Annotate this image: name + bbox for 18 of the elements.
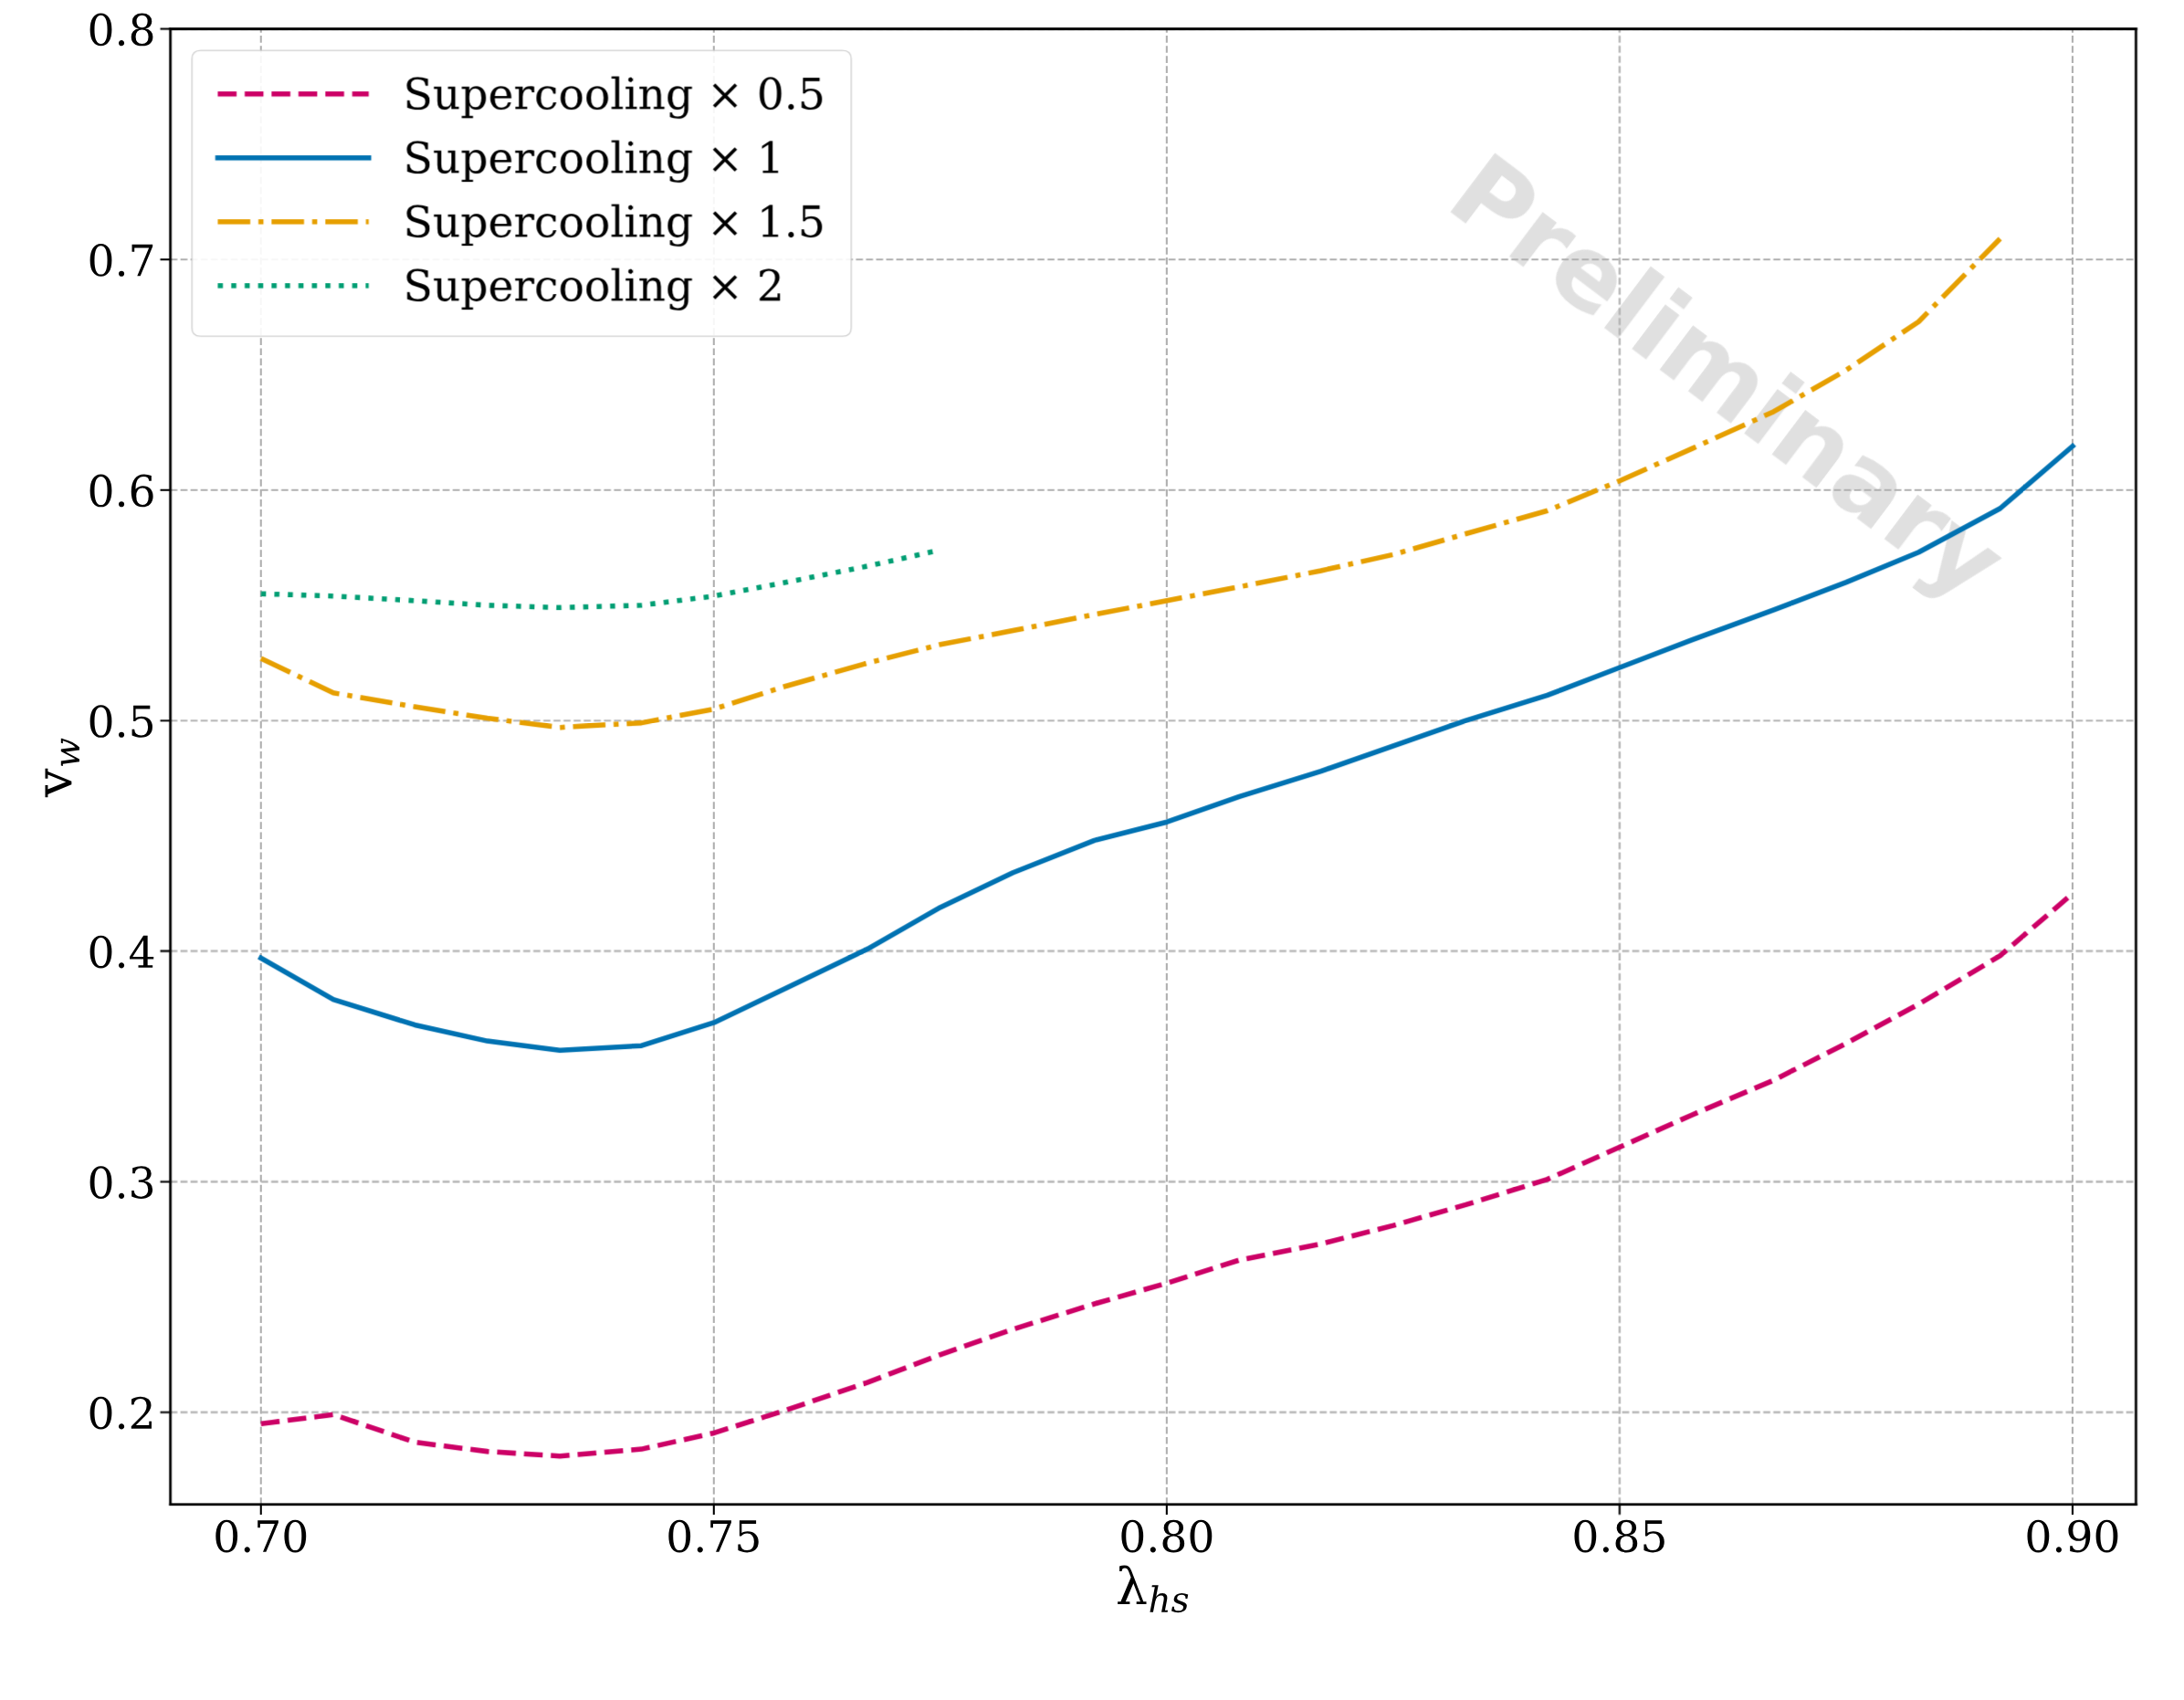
y-tick-label: 0.6 <box>89 474 153 508</box>
y-tick-label: 0.4 <box>89 935 154 969</box>
y-axis-title: v$_{w}$ <box>45 738 79 798</box>
legend-label: Supercooling × 2 <box>406 268 781 310</box>
x-axis-title: λ$_{hs}$ <box>1118 1565 1189 1613</box>
y-tick-label: 0.8 <box>89 13 153 47</box>
legend-label: Supercooling × 1.5 <box>406 204 823 247</box>
y-tick-label: 0.2 <box>89 1396 152 1430</box>
x-tick-label: 0.80 <box>1121 1519 1213 1553</box>
y-tick-label: 0.7 <box>89 244 153 277</box>
x-tick-label: 0.90 <box>2027 1519 2118 1553</box>
x-tick-label: 0.75 <box>668 1519 759 1553</box>
y-tick-label: 0.3 <box>89 1166 153 1199</box>
x-tick-label: 0.70 <box>215 1519 307 1553</box>
legend-label: Supercooling × 0.5 <box>406 76 823 119</box>
x-tick-label: 0.85 <box>1574 1519 1664 1553</box>
legend-label: Supercooling × 1 <box>406 140 779 183</box>
y-tick-label: 0.5 <box>89 705 152 738</box>
